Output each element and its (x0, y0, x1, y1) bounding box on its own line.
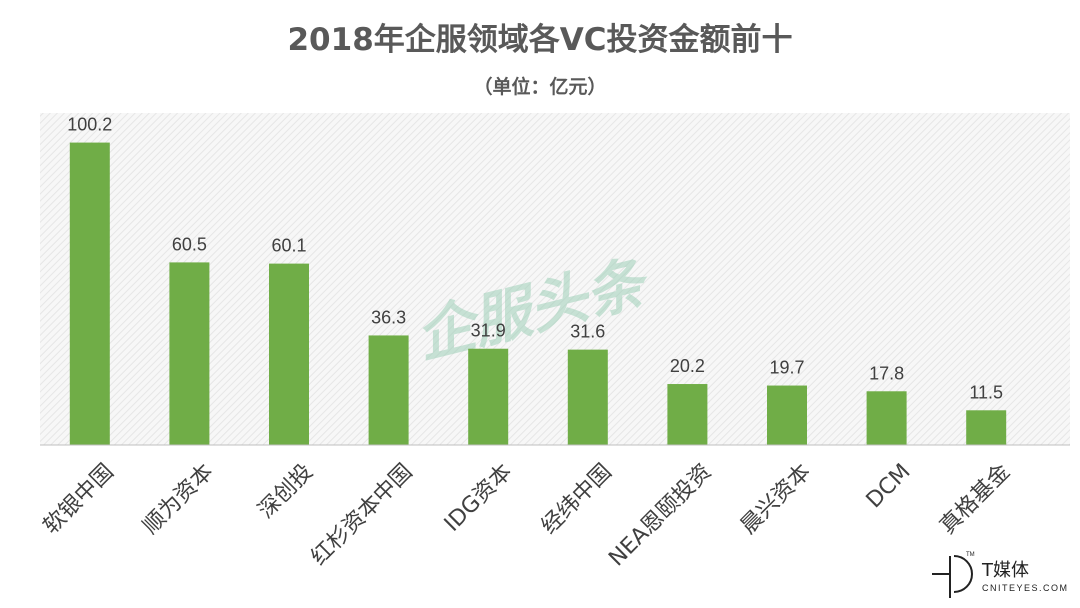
data-label-4: 31.9 (471, 321, 506, 341)
category-label-9: 真格基金 (935, 459, 1015, 539)
category-label-3: 红杉资本中国 (307, 459, 418, 570)
brand-tm: TM (966, 552, 975, 558)
data-label-3: 36.3 (371, 307, 406, 327)
data-label-8: 17.8 (869, 363, 904, 383)
data-label-1: 60.5 (172, 234, 207, 254)
brand-logo-icon: TM (932, 552, 975, 598)
data-label-0: 100.2 (67, 115, 112, 135)
brand-sub: CNITEYES.COM (982, 583, 1069, 593)
chart-subtitle: （单位：亿元） (473, 76, 607, 98)
bar-2 (269, 263, 309, 445)
category-label-1: 顺为资本 (138, 459, 218, 539)
data-label-6: 20.2 (670, 356, 705, 376)
data-label-9: 11.5 (969, 382, 1003, 402)
plot-area (40, 113, 1070, 445)
bar-1 (169, 262, 210, 445)
data-label-7: 19.7 (769, 358, 804, 378)
bar-5 (567, 349, 608, 445)
bar-0 (69, 142, 110, 445)
category-label-8: DCM (862, 459, 916, 513)
category-label-4: IDG资本 (440, 459, 517, 536)
chart-title: 2018年企服领域各VC投资金额前十 (287, 22, 793, 58)
category-label-5: 经纬中国 (537, 459, 617, 539)
category-label-7: 晨兴资本 (736, 459, 816, 539)
brand-name: T媒体 (982, 560, 1029, 581)
bar-6 (667, 384, 708, 445)
bar-8 (866, 391, 907, 445)
category-label-6: NEA恩颐投资 (604, 459, 716, 571)
bar-9 (966, 410, 1007, 445)
data-label-2: 60.1 (271, 236, 306, 256)
bar-4 (468, 348, 509, 445)
category-label-2: 深创投 (254, 459, 318, 523)
category-label-0: 软银中国 (39, 459, 119, 539)
bar-3 (368, 335, 409, 445)
data-label-5: 31.6 (570, 322, 605, 342)
bar-7 (767, 385, 807, 445)
